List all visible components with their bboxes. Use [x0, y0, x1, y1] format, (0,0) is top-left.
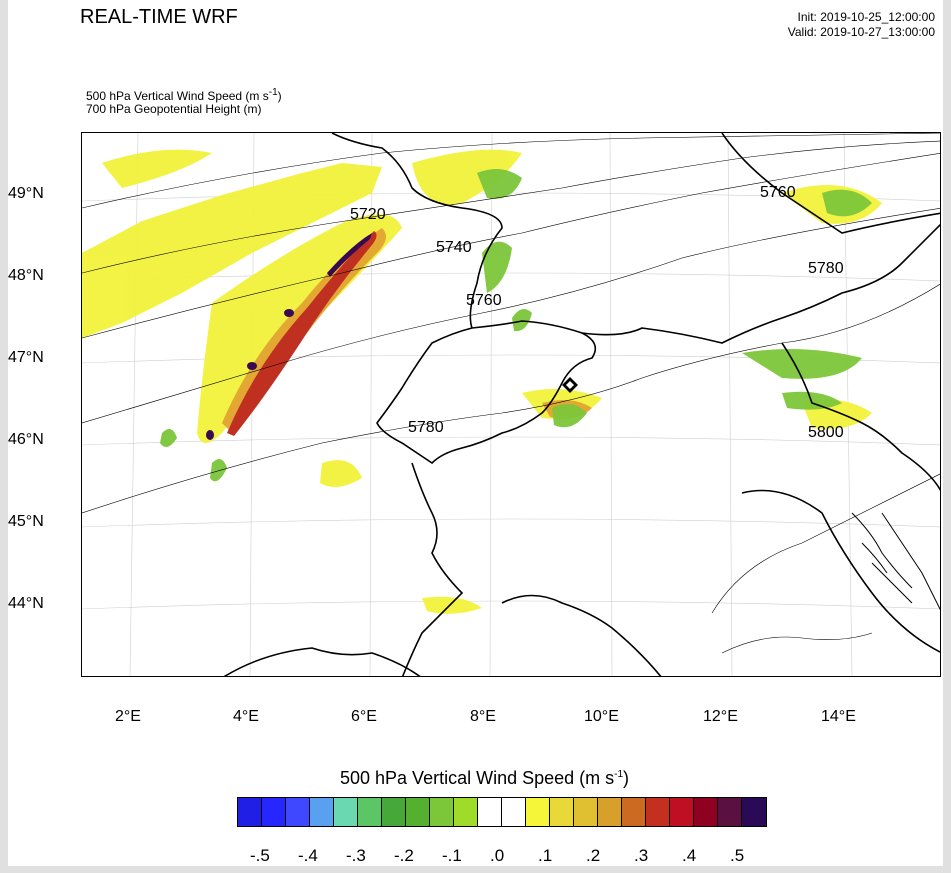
- colorbar-tick-label: .5: [730, 846, 745, 865]
- contour-label: 5760: [466, 292, 502, 309]
- contour-labels: 5720 5740 5760 5760 5780 5780 5800: [350, 184, 844, 441]
- lat-label: 46°N: [8, 431, 44, 448]
- colorbar: [237, 797, 767, 827]
- colorbar-tick-label: -.5: [250, 846, 270, 865]
- lat-label: 48°N: [8, 267, 44, 284]
- colorbar-title-exp: -1: [614, 769, 624, 780]
- lon-label: 8°E: [470, 708, 496, 725]
- colorbar-tick-label: -.2: [394, 846, 414, 865]
- colorbar-swatch: [238, 798, 262, 826]
- map-panel: 5720 5740 5760 5760 5780 5780 5800: [81, 132, 941, 677]
- positive-shading: [82, 149, 882, 614]
- colorbar-swatch: [622, 798, 646, 826]
- max-shading: [206, 233, 372, 440]
- colorbar-swatch: [550, 798, 574, 826]
- init-time: Init: 2019-10-25_12:00:00: [797, 10, 935, 24]
- colorbar-swatch: [646, 798, 670, 826]
- colorbar-swatch: [694, 798, 718, 826]
- colorbar-swatch: [502, 798, 526, 826]
- colorbar-tick-label: .3: [634, 846, 649, 865]
- colorbar-title-text: 500 hPa Vertical Wind Speed (m s: [340, 768, 615, 788]
- lat-label: 45°N: [8, 513, 44, 530]
- colorbar-swatch: [718, 798, 742, 826]
- contour-label: 5740: [436, 239, 472, 256]
- contour-label: 5800: [808, 424, 844, 441]
- lon-label: 2°E: [115, 708, 141, 725]
- colorbar-swatch: [310, 798, 334, 826]
- colorbar-swatch: [454, 798, 478, 826]
- contour-label: 5760: [760, 184, 796, 201]
- colorbar-swatch: [382, 798, 406, 826]
- colorbar-title-close: ): [623, 768, 630, 788]
- strong-shading: [227, 231, 377, 436]
- lat-label: 47°N: [8, 349, 44, 366]
- lat-label: 44°N: [8, 595, 44, 612]
- valid-time: Valid: 2019-10-27_13:00:00: [787, 25, 935, 39]
- colorbar-swatch: [598, 798, 622, 826]
- shaded-field-close: ): [277, 89, 282, 103]
- map-svg: 5720 5740 5760 5760 5780 5780 5800: [82, 133, 940, 676]
- station-marker-icon: [562, 377, 578, 393]
- contour-label: 5780: [808, 260, 844, 277]
- colorbar-swatch: [358, 798, 382, 826]
- colorbar-swatch: [526, 798, 550, 826]
- lat-label: 49°N: [8, 185, 44, 202]
- colorbar-swatch: [478, 798, 502, 826]
- colorbar-tick-label: -.3: [346, 846, 366, 865]
- colorbar-swatch: [406, 798, 430, 826]
- lon-label: 10°E: [584, 708, 619, 725]
- colorbar-tick-label: .4: [682, 846, 697, 865]
- colorbar-tick-label: .2: [586, 846, 601, 865]
- colorbar-title: 500 hPa Vertical Wind Speed (m s-1): [340, 768, 629, 789]
- islands: [851, 512, 940, 611]
- colorbar-swatch: [334, 798, 358, 826]
- lon-label: 6°E: [351, 708, 377, 725]
- borders: [223, 133, 940, 676]
- colorbar-tick-label: .1: [538, 846, 553, 865]
- colorbar-swatch: [430, 798, 454, 826]
- colorbar-tick-label: -.1: [442, 846, 462, 865]
- colorbar-swatch: [574, 798, 598, 826]
- colorbar-swatch: [262, 798, 286, 826]
- colorbar-swatch: [286, 798, 310, 826]
- lon-label: 4°E: [233, 708, 259, 725]
- contour-field-label: 700 hPa Geopotential Height (m): [86, 102, 262, 116]
- plot-title: REAL-TIME WRF: [80, 6, 238, 28]
- colorbar-tick-label: -.4: [298, 846, 318, 865]
- shaded-field-text: 500 hPa Vertical Wind Speed (m s: [86, 89, 269, 103]
- plot-canvas: REAL-TIME WRF Init: 2019-10-25_12:00:00 …: [8, 0, 943, 866]
- colorbar-tick-label: .0: [490, 846, 505, 865]
- contour-label: 5780: [408, 419, 444, 436]
- colorbar-swatch: [742, 798, 766, 826]
- lon-label: 12°E: [703, 708, 738, 725]
- colorbar-swatch: [670, 798, 694, 826]
- lon-label: 14°E: [821, 708, 856, 725]
- shaded-field-exp: -1: [268, 87, 278, 98]
- shaded-field-label: 500 hPa Vertical Wind Speed (m s-1): [86, 87, 282, 103]
- contour-label: 5720: [350, 206, 386, 223]
